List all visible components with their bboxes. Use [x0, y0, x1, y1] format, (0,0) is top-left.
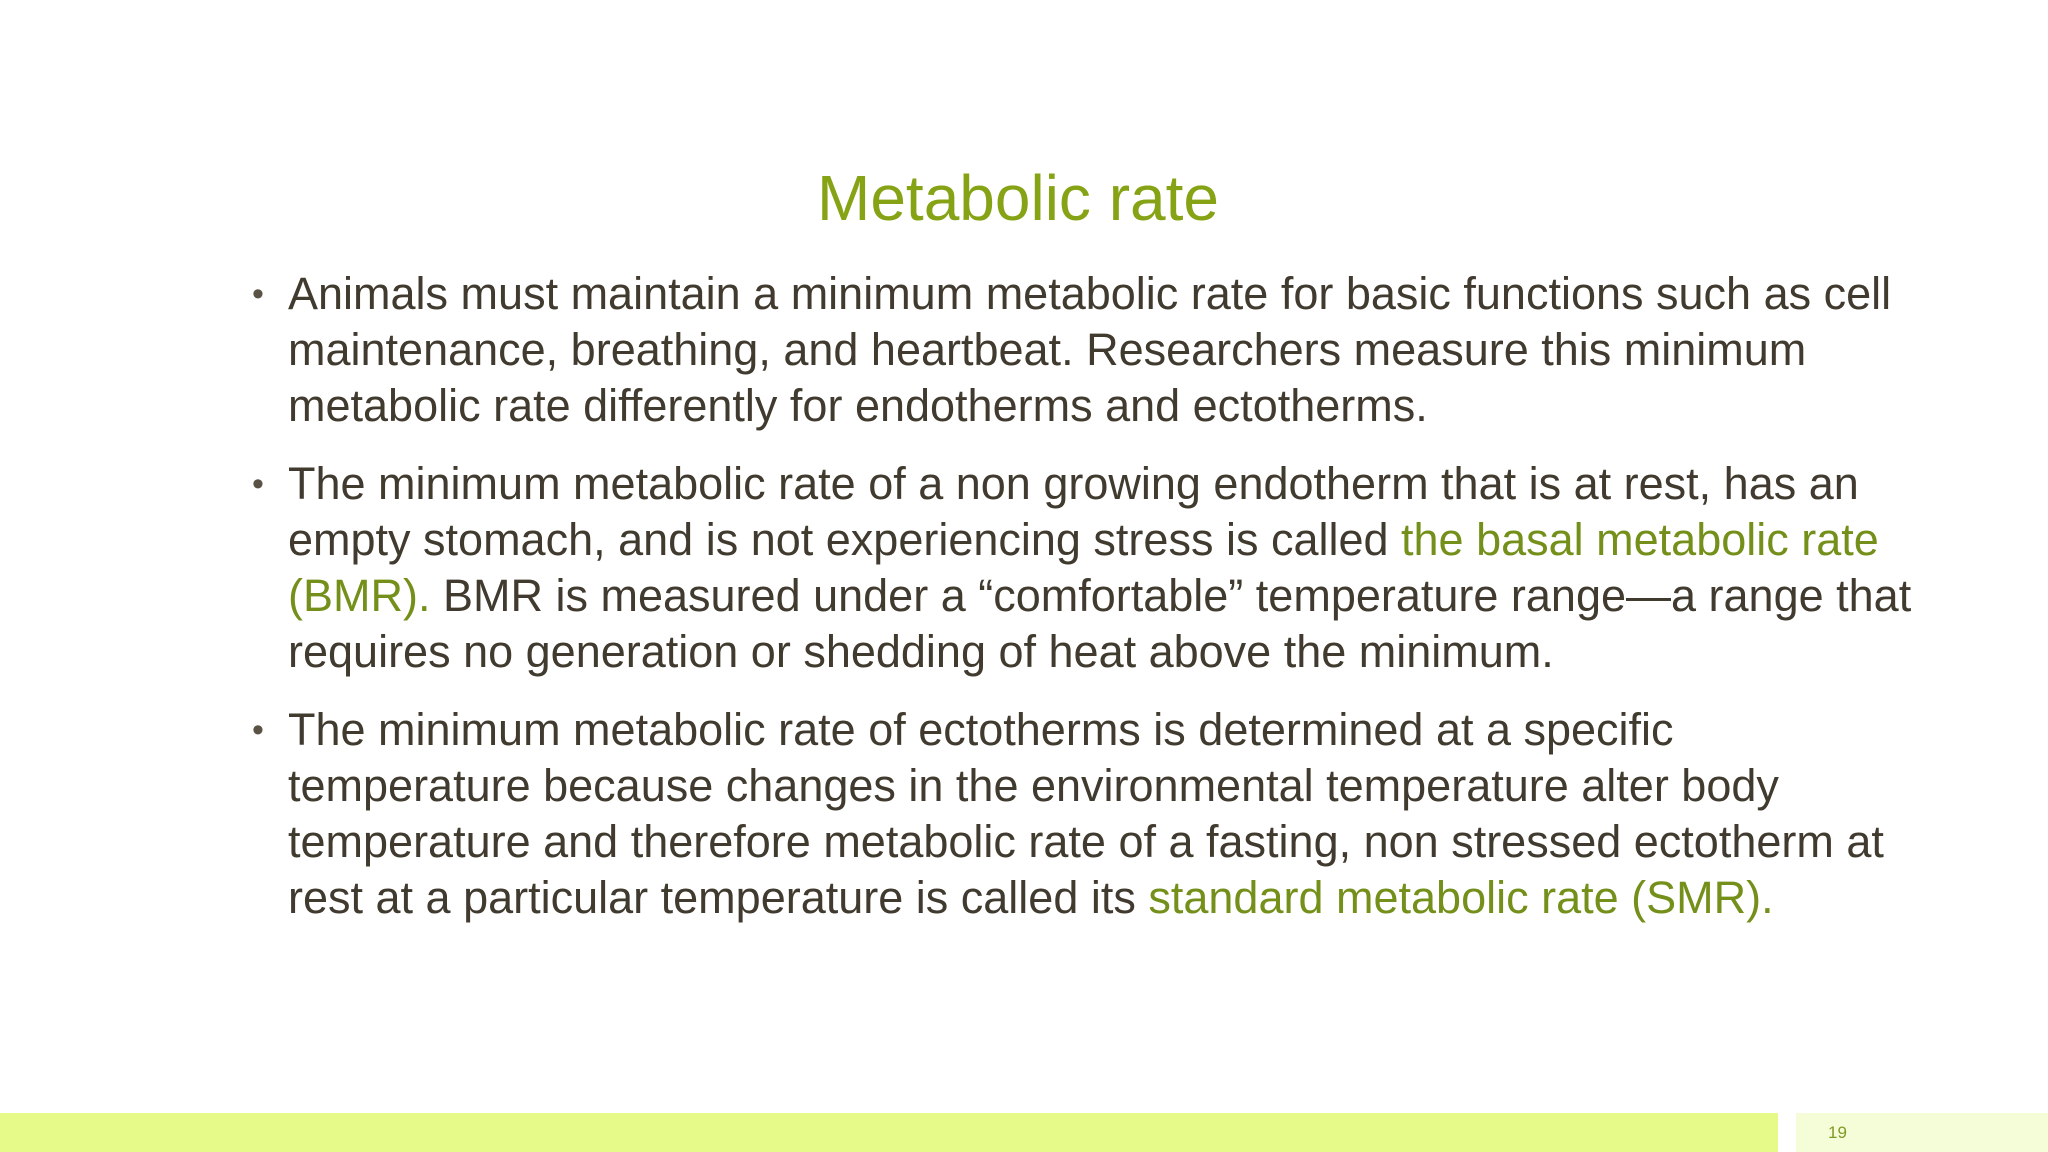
- bullet-dot-icon: •: [252, 711, 264, 749]
- bullet-text: The minimum metabolic rate of ectotherms…: [288, 704, 1884, 923]
- bullet-dot-icon: •: [252, 465, 264, 503]
- bullet-text-continued: BMR is measured under a “comfortable” te…: [288, 570, 1912, 677]
- bullet-dot-icon: •: [252, 275, 264, 313]
- highlighted-term-smr: standard metabolic rate (SMR).: [1148, 872, 1774, 923]
- slide-title: Metabolic rate: [817, 162, 1219, 234]
- page-number-box: [1796, 1113, 2048, 1152]
- bullet-item: • The minimum metabolic rate of a non gr…: [252, 456, 1912, 680]
- page-number: 19: [1828, 1123, 1847, 1142]
- bullet-text: Animals must maintain a minimum metaboli…: [288, 268, 1892, 431]
- footer-bar: [0, 1113, 1778, 1152]
- bullet-item: • The minimum metabolic rate of ectother…: [252, 702, 1912, 926]
- bullet-list: • Animals must maintain a minimum metabo…: [252, 266, 1912, 948]
- bullet-text: The minimum metabolic rate of a non grow…: [288, 458, 1859, 565]
- bullet-item: • Animals must maintain a minimum metabo…: [252, 266, 1912, 434]
- highlighted-term-bmr: the basal metabolic rate (BMR).: [288, 514, 1879, 621]
